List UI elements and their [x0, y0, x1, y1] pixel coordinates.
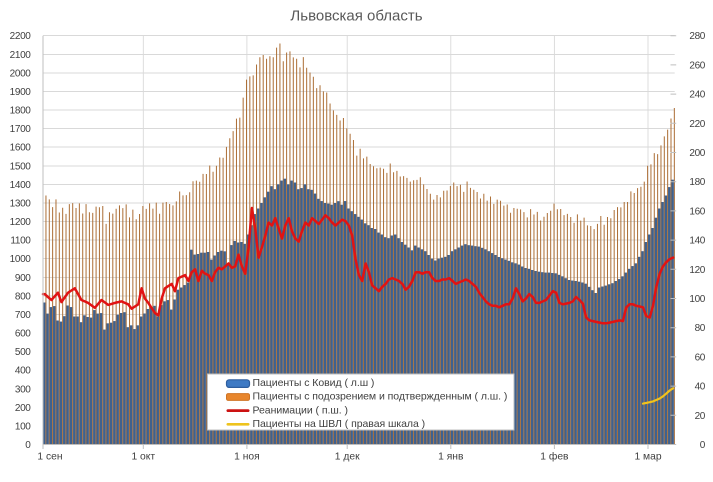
svg-text:160: 160 [689, 206, 705, 217]
svg-text:1 сен: 1 сен [37, 452, 62, 463]
svg-text:1900: 1900 [10, 87, 32, 98]
svg-text:140: 140 [689, 236, 705, 247]
svg-text:1400: 1400 [10, 180, 32, 191]
svg-text:1 фев: 1 фев [540, 451, 569, 463]
svg-text:Пациенты с Ковид ( л.ш ): Пациенты с Ковид ( л.ш ) [253, 377, 375, 389]
svg-text:1800: 1800 [10, 106, 32, 117]
svg-text:1 окт: 1 окт [131, 452, 155, 463]
svg-text:0: 0 [700, 440, 706, 451]
svg-text:100: 100 [689, 294, 705, 305]
svg-text:800: 800 [15, 291, 31, 302]
svg-text:600: 600 [15, 329, 31, 340]
svg-text:500: 500 [15, 347, 31, 358]
svg-text:400: 400 [15, 366, 31, 377]
svg-text:Львовская область: Львовская область [290, 8, 422, 25]
svg-text:2200: 2200 [10, 31, 32, 42]
svg-text:1 янв: 1 янв [438, 452, 464, 463]
svg-text:1100: 1100 [10, 236, 31, 247]
svg-text:60: 60 [695, 352, 706, 363]
svg-text:900: 900 [15, 273, 31, 284]
svg-text:200: 200 [15, 403, 31, 414]
svg-text:300: 300 [15, 384, 31, 395]
svg-text:1200: 1200 [10, 217, 32, 228]
svg-text:Пациенты на ШВЛ ( правая шкала: Пациенты на ШВЛ ( правая шкала ) [253, 418, 426, 430]
svg-text:80: 80 [695, 323, 706, 334]
svg-text:200: 200 [689, 148, 705, 159]
svg-text:120: 120 [689, 265, 705, 276]
svg-text:180: 180 [689, 177, 705, 188]
svg-text:1 ноя: 1 ноя [234, 452, 260, 463]
svg-text:700: 700 [15, 310, 31, 321]
svg-text:40: 40 [695, 382, 706, 393]
svg-text:1 мар: 1 мар [634, 452, 661, 463]
svg-text:280: 280 [689, 31, 705, 42]
svg-text:220: 220 [689, 119, 705, 130]
svg-text:1700: 1700 [10, 124, 32, 135]
svg-text:1000: 1000 [10, 254, 32, 265]
svg-text:20: 20 [695, 411, 706, 422]
svg-text:240: 240 [689, 90, 705, 101]
svg-text:100: 100 [15, 421, 31, 432]
svg-text:Пациенты с подозрением и подтв: Пациенты с подозрением и подтвержденным … [253, 391, 508, 403]
svg-text:1 дек: 1 дек [335, 452, 360, 463]
svg-text:0: 0 [25, 440, 31, 451]
svg-text:1500: 1500 [10, 161, 32, 172]
svg-text:Реанимации ( п.ш. ): Реанимации ( п.ш. ) [253, 404, 348, 416]
svg-text:2000: 2000 [10, 68, 32, 79]
svg-text:2100: 2100 [10, 50, 32, 61]
svg-text:1300: 1300 [10, 198, 32, 209]
svg-text:260: 260 [689, 60, 705, 71]
svg-text:1600: 1600 [10, 143, 32, 154]
